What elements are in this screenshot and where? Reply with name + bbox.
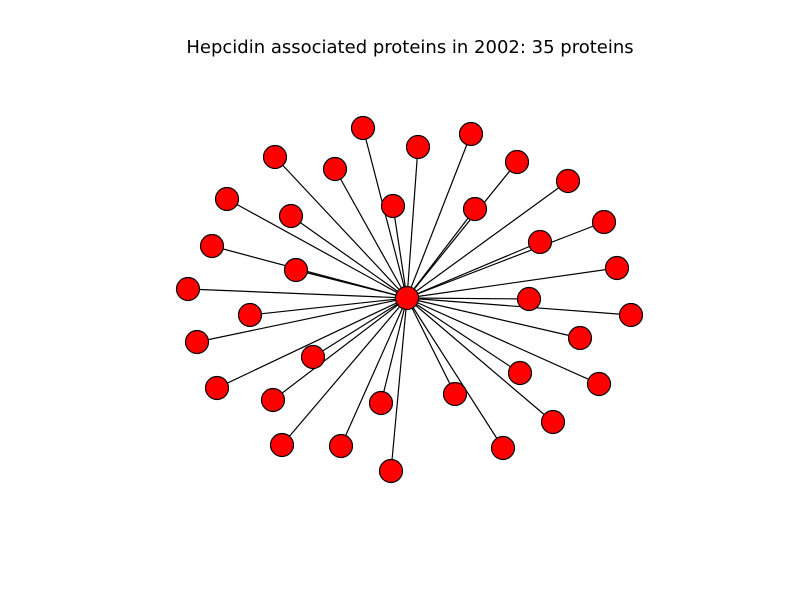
- protein-node-n8: [214, 186, 240, 212]
- edge-n27: [272, 297, 408, 401]
- protein-node-n9: [380, 193, 406, 219]
- protein-node-n7: [555, 168, 581, 194]
- protein-node-n22: [567, 325, 593, 351]
- edge-n32: [340, 297, 408, 447]
- diagram-title: Hepcidin associated proteins in 2002: 35…: [186, 37, 633, 58]
- edge-n28: [380, 297, 408, 404]
- edge-n31: [281, 297, 408, 446]
- protein-node-n23: [300, 344, 326, 370]
- protein-node-n21: [184, 329, 210, 355]
- edge-n7: [406, 180, 569, 299]
- edge-n18: [406, 297, 530, 300]
- edge-n22: [406, 297, 581, 339]
- edge-n10: [406, 208, 476, 299]
- protein-node-n25: [204, 375, 230, 401]
- edge-n11: [290, 215, 408, 299]
- protein-node-n14: [199, 233, 225, 259]
- protein-node-n12: [591, 209, 617, 235]
- protein-node-n10: [462, 196, 488, 222]
- edge-n17: [187, 288, 408, 299]
- protein-node-n6: [504, 149, 530, 175]
- protein-node-n33: [490, 435, 516, 461]
- protein-node-n2: [405, 134, 431, 160]
- protein-node-n26: [586, 371, 612, 397]
- edge-n5: [334, 168, 408, 299]
- protein-node-n17: [175, 276, 201, 302]
- edge-n19: [406, 297, 632, 316]
- edge-n13: [406, 241, 541, 299]
- edge-n3: [406, 133, 472, 299]
- protein-node-n34: [378, 458, 404, 484]
- protein-node-n18: [516, 286, 542, 312]
- protein-node-n28: [368, 390, 394, 416]
- edge-n33: [406, 297, 504, 449]
- protein-node-n29: [442, 381, 468, 407]
- edge-n30: [406, 297, 554, 423]
- edge-n21: [196, 297, 408, 343]
- edge-n25: [216, 297, 408, 389]
- protein-node-n1: [350, 115, 376, 141]
- protein-node-n13: [527, 229, 553, 255]
- protein-node-n24: [507, 360, 533, 386]
- edge-n9: [392, 205, 408, 299]
- protein-node-n4: [262, 144, 288, 170]
- protein-node-n20: [237, 302, 263, 328]
- edge-n26: [406, 297, 600, 385]
- protein-node-n32: [328, 433, 354, 459]
- edge-n2: [406, 146, 419, 299]
- edge-n24: [406, 297, 521, 374]
- edges-layer: [187, 127, 632, 472]
- edge-n8: [226, 198, 408, 299]
- edge-n29: [406, 297, 456, 395]
- edge-n16: [406, 267, 618, 299]
- protein-node-n19: [618, 302, 644, 328]
- edge-n4: [274, 156, 408, 299]
- protein-node-n31: [269, 432, 295, 458]
- edge-n15: [295, 269, 408, 299]
- edge-n6: [406, 161, 518, 299]
- protein-node-n27: [260, 387, 286, 413]
- edge-n12: [406, 221, 605, 299]
- protein-node-n3: [458, 121, 484, 147]
- edge-n20: [249, 297, 408, 316]
- protein-node-n30: [540, 409, 566, 435]
- protein-node-n11: [278, 203, 304, 229]
- protein-node-n15: [283, 257, 309, 283]
- protein-node-n5: [322, 156, 348, 182]
- edge-n23: [312, 297, 408, 358]
- hub-node: [394, 285, 420, 311]
- nodes-layer: [175, 115, 644, 484]
- edge-n34: [390, 297, 408, 472]
- protein-node-n16: [604, 255, 630, 281]
